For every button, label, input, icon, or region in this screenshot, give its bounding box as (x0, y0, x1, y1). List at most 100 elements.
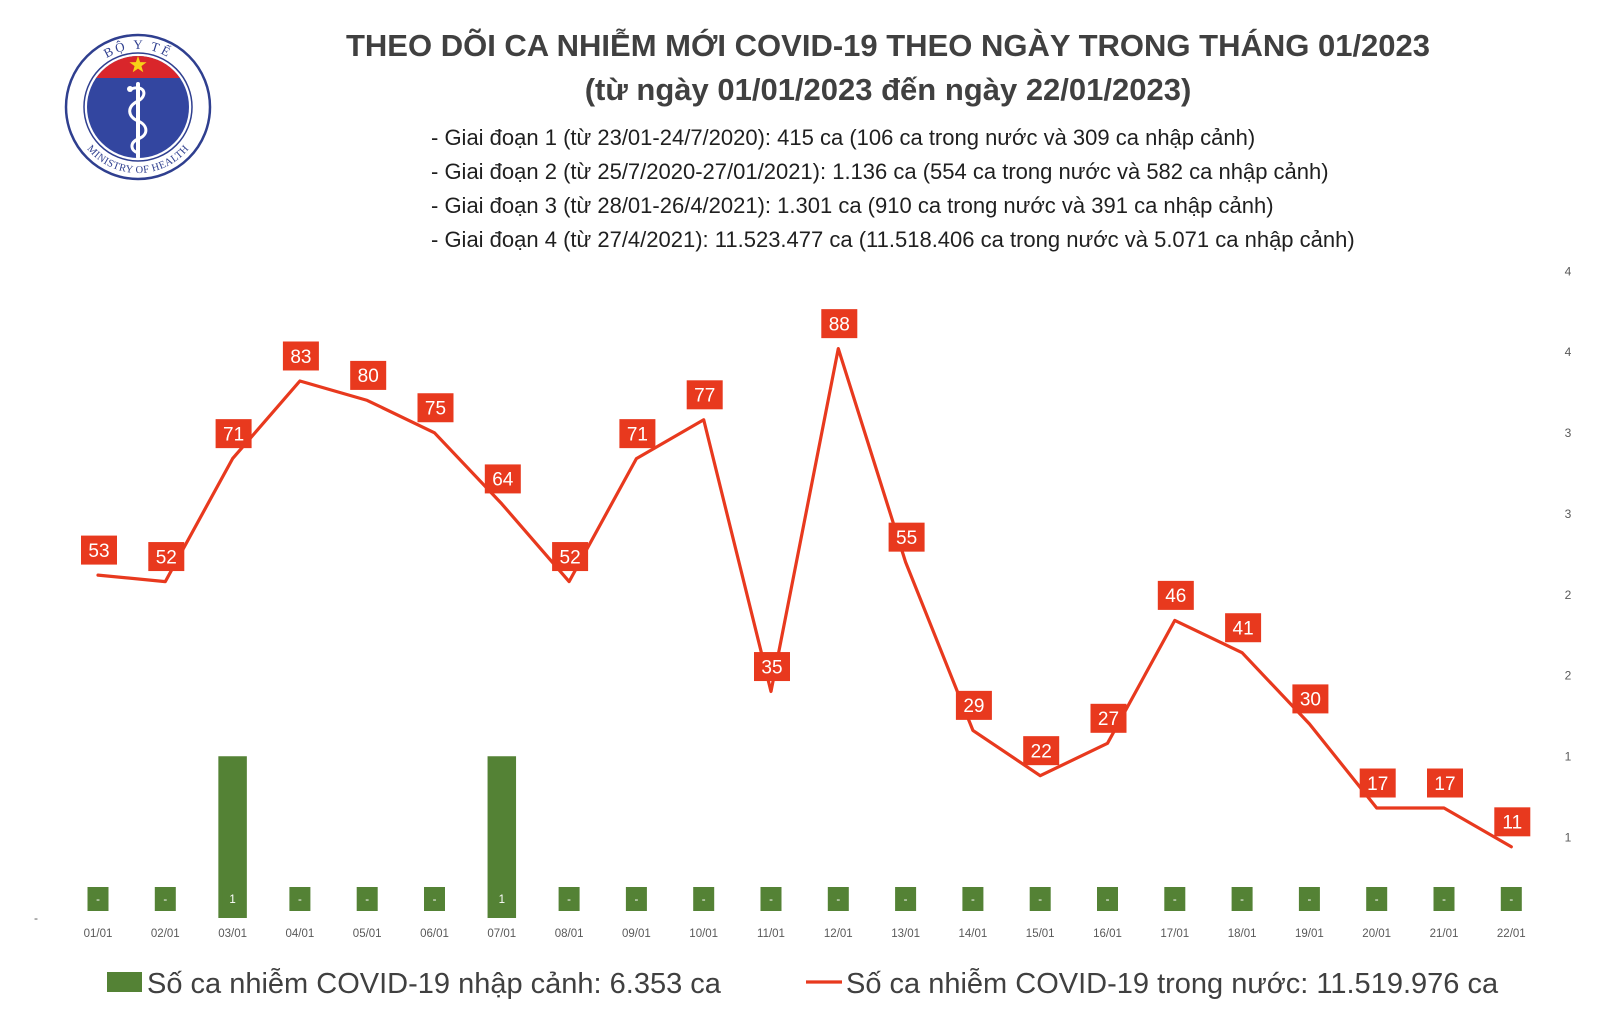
bar-data-label-text: - (836, 894, 840, 906)
line-data-label-box (1023, 736, 1060, 766)
x-axis-tick-labels: 01/01 02/01 03/01 04/01 05/01 06/01 07/01 08/01… (84, 928, 1526, 940)
line-data-label-box (619, 419, 656, 449)
line-data-label-box (955, 690, 992, 720)
x-tick-label: 06/01 (420, 928, 449, 940)
bar-data-label-box (222, 887, 244, 911)
bar-data-label-box (154, 887, 176, 911)
bar-data-label-box (1366, 887, 1388, 911)
line-data-label-box (1225, 613, 1262, 643)
line-data-label-text: 29 (963, 696, 984, 717)
bar-data-label-box (424, 887, 445, 911)
logo-inner-ring (83, 52, 193, 162)
line-data-label: 80 (350, 360, 387, 390)
x-tick-label: 21/01 (1430, 928, 1459, 940)
line-data-label-text: 22 (1031, 741, 1052, 762)
bar-data-label: - (154, 887, 176, 911)
right-axis-tick-labels: 1 1 2 2 3 3 4 4 (1565, 264, 1572, 844)
bar-data-label-box (87, 887, 109, 911)
line-data-label: 41 (1225, 613, 1262, 643)
line-data-label-text: 80 (358, 366, 379, 387)
line-data-label-text: 71 (223, 424, 244, 445)
bar-data-label: - (895, 887, 917, 911)
line-data-label: 52 (148, 542, 185, 572)
line-data-label-box (484, 464, 521, 494)
caduceus-snake-head (127, 86, 133, 92)
right-axis-tick-label: 2 (1565, 588, 1572, 602)
right-axis-tick-label: 2 (1565, 669, 1572, 683)
x-tick-label: 05/01 (353, 928, 382, 940)
line-data-label-box (81, 535, 117, 565)
bar-data-label: 1 (491, 887, 513, 911)
bar-data-label: - (1500, 887, 1522, 911)
line-data-label: 53 (81, 535, 117, 565)
line-series-domestic (96, 347, 1513, 849)
x-tick-label: 10/01 (689, 928, 718, 940)
x-tick-label: 07/01 (487, 928, 516, 940)
bar-data-label: - (962, 887, 984, 911)
line-data-label: 55 (888, 522, 925, 552)
line-data-label-box (282, 341, 319, 371)
line-data-label: 27 (1090, 703, 1127, 733)
bar-data-label-text: - (1173, 894, 1177, 906)
bar-data-label: - (87, 887, 109, 911)
bar-data-label: - (424, 887, 445, 911)
chart-title: THEO DÕI CA NHIỄM MỚI COVID-19 THEO NGÀY… (345, 28, 1431, 63)
line-data-label-box (686, 380, 723, 410)
line-data-label: 11 (1494, 807, 1531, 837)
right-axis-tick-label: 1 (1565, 830, 1572, 844)
x-tick-label: 17/01 (1160, 928, 1189, 940)
line-data-label: 64 (484, 464, 521, 494)
bar-data-label-box (962, 887, 984, 911)
bar-data-label: - (1366, 887, 1388, 911)
phase-note-2: - Giai đoạn 2 (từ 25/7/2020-27/01/2021):… (431, 159, 1329, 184)
bar-data-label-box (895, 887, 917, 911)
bar-data-label-text: - (1442, 894, 1446, 906)
bar-data-label-text: - (1038, 894, 1042, 906)
line-data-label-text: 30 (1300, 690, 1321, 711)
line-data-label-text: 71 (627, 424, 648, 445)
line-data-label-text: 11 (1502, 813, 1522, 834)
x-tick-label: 19/01 (1295, 928, 1324, 940)
x-tick-label: 15/01 (1026, 928, 1055, 940)
caduceus-icon (127, 82, 148, 159)
line-data-label-text: 52 (156, 547, 177, 568)
line-data-label: 17 (1427, 768, 1463, 798)
line-data-label-box (350, 360, 387, 390)
x-tick-label: 20/01 (1362, 928, 1391, 940)
bar-data-label-box (491, 887, 513, 911)
bar-data-label-text: - (1509, 894, 1513, 906)
line-data-label: 71 (619, 419, 656, 449)
legend-item-domestic: Số ca nhiễm COVID-19 trong nước: 11.519.… (806, 967, 1499, 1000)
line-data-label-box (1494, 807, 1531, 837)
line-data-label: 52 (552, 542, 589, 572)
bar-data-label: - (356, 887, 378, 911)
bar-data-label-text: - (1106, 894, 1110, 906)
bar-data-label-box (1433, 887, 1455, 911)
bar-data-label: - (1029, 887, 1051, 911)
bar-data-label: - (1433, 887, 1455, 911)
x-tick-label: 16/01 (1093, 928, 1122, 940)
right-axis-tick-label: 3 (1565, 507, 1572, 521)
bar-data-label-box (1500, 887, 1522, 911)
left-axis-tick-label: - (34, 911, 38, 925)
bar-data-label-box (356, 887, 378, 911)
line-data-label-box (1359, 768, 1396, 798)
bar-data-label-text: - (769, 894, 773, 906)
bar-data-label-box (1029, 887, 1051, 911)
x-tick-label: 22/01 (1497, 928, 1526, 940)
line-data-label-box (148, 542, 185, 572)
phase-note-3: - Giai đoạn 3 (từ 28/01-26/4/2021): 1.30… (431, 193, 1274, 218)
bar-data-label: - (1097, 887, 1118, 911)
line-data-label-box (821, 309, 858, 339)
bar-data-label-box (693, 887, 715, 911)
line-data-label-box (417, 393, 454, 423)
x-tick-label: 09/01 (622, 928, 651, 940)
line-series-domestic-layer (96, 347, 1513, 849)
bar-data-label-text: 1 (229, 894, 235, 906)
legend: Số ca nhiễm COVID-19 nhập cảnh: 6.353 ca… (107, 967, 1499, 1000)
bar-data-label-text: - (1240, 894, 1244, 906)
line-data-label-text: 46 (1165, 586, 1186, 607)
x-tick-label: 03/01 (218, 928, 247, 940)
